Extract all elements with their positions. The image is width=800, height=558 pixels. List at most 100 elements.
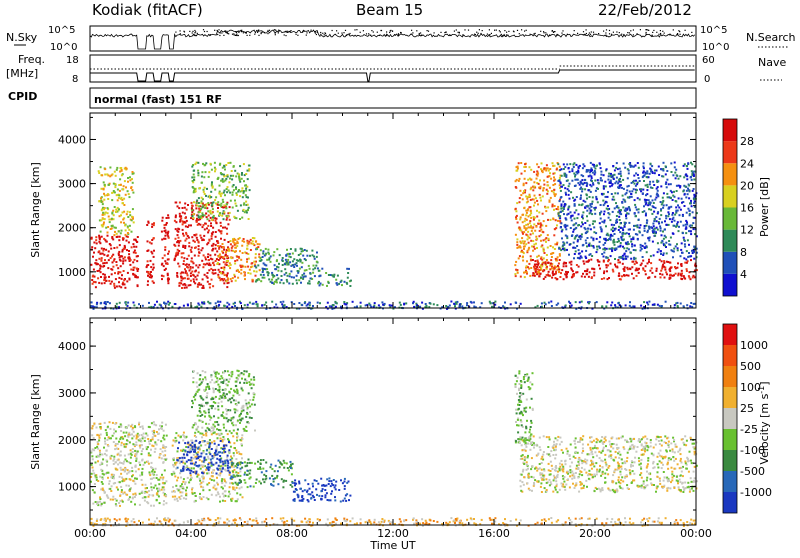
echo-cell bbox=[118, 285, 120, 287]
echo-cell bbox=[93, 269, 95, 271]
echo-cell bbox=[660, 230, 662, 232]
echo-cell bbox=[203, 263, 205, 265]
echo-cell bbox=[255, 267, 257, 269]
echo-cell bbox=[649, 168, 651, 170]
echo-cell bbox=[187, 274, 189, 276]
echo-cell bbox=[208, 269, 210, 271]
echo-cell bbox=[368, 303, 370, 305]
echo-cell bbox=[581, 190, 583, 192]
echo-cell bbox=[128, 241, 130, 243]
noise-search-dot bbox=[394, 34, 395, 35]
echo-cell bbox=[161, 422, 163, 424]
echo-cell bbox=[660, 227, 662, 229]
echo-cell bbox=[199, 187, 201, 189]
noise-search-dot bbox=[335, 34, 336, 35]
echo-cell bbox=[161, 220, 163, 222]
echo-cell bbox=[661, 260, 663, 262]
echo-cell bbox=[514, 264, 516, 266]
echo-cell bbox=[557, 163, 559, 165]
echo-cell bbox=[523, 243, 525, 245]
echo-cell bbox=[519, 178, 521, 180]
echo-cell bbox=[627, 196, 629, 198]
echo-cell bbox=[597, 261, 599, 263]
echo-cell bbox=[222, 167, 224, 169]
echo-cell bbox=[92, 256, 94, 258]
echo-cell bbox=[473, 301, 475, 303]
echo-cell bbox=[681, 242, 683, 244]
echo-cell bbox=[524, 271, 526, 273]
echo-cell bbox=[566, 235, 568, 237]
noise-search-dot bbox=[360, 32, 361, 33]
echo-cell bbox=[688, 252, 690, 254]
echo-cell bbox=[550, 219, 552, 221]
echo-cell bbox=[132, 182, 134, 184]
echo-cell bbox=[425, 303, 427, 305]
noise-search-dot bbox=[680, 34, 681, 35]
echo-cell bbox=[199, 224, 201, 226]
echo-cell bbox=[190, 280, 192, 282]
echo-cell bbox=[565, 271, 567, 273]
echo-cell bbox=[113, 183, 115, 185]
echo-cell bbox=[580, 195, 582, 197]
echo-cell bbox=[671, 221, 673, 223]
echo-cell bbox=[114, 498, 116, 500]
echo-cell bbox=[648, 176, 650, 178]
echo-cell bbox=[616, 177, 618, 179]
noise-search-dot bbox=[482, 30, 483, 31]
echo-cell bbox=[240, 269, 242, 271]
echo-cell bbox=[661, 234, 663, 236]
echo-cell bbox=[136, 260, 138, 262]
echo-cell bbox=[529, 237, 531, 239]
echo-cell bbox=[126, 240, 128, 242]
echo-cell bbox=[610, 175, 612, 177]
echo-cell bbox=[132, 480, 134, 482]
echo-cell bbox=[566, 237, 568, 239]
echo-cell bbox=[162, 462, 164, 464]
echo-cell bbox=[193, 201, 195, 203]
echo-cell bbox=[221, 215, 223, 217]
echo-cell bbox=[135, 252, 137, 254]
echo-cell bbox=[164, 249, 166, 251]
echo-cell bbox=[119, 476, 121, 478]
noise-search-dot bbox=[586, 33, 587, 34]
echo-cell bbox=[519, 218, 521, 220]
echo-cell bbox=[179, 202, 181, 204]
echo-cell bbox=[642, 211, 644, 213]
echo-cell bbox=[296, 279, 298, 281]
echo-cell bbox=[199, 264, 201, 266]
echo-cell bbox=[181, 287, 183, 289]
echo-cell bbox=[522, 221, 524, 223]
echo-cell bbox=[94, 281, 96, 283]
echo-cell bbox=[682, 232, 684, 234]
echo-cell bbox=[218, 259, 220, 261]
echo-cell bbox=[221, 478, 223, 480]
echo-cell bbox=[581, 182, 583, 184]
echo-cell bbox=[578, 204, 580, 206]
echo-cell bbox=[154, 471, 156, 473]
echo-cell bbox=[299, 259, 301, 261]
echo-cell bbox=[191, 477, 193, 479]
echo-cell bbox=[301, 262, 303, 264]
noise-search-dot bbox=[480, 33, 481, 34]
echo-cell bbox=[617, 246, 619, 248]
echo-cell bbox=[667, 196, 669, 198]
echo-cell bbox=[253, 261, 255, 263]
echo-cell bbox=[224, 485, 226, 487]
echo-cell bbox=[541, 162, 543, 164]
echo-cell bbox=[224, 500, 226, 502]
echo-cell bbox=[688, 185, 690, 187]
echo-cell bbox=[677, 305, 679, 307]
echo-cell bbox=[590, 245, 592, 247]
echo-cell bbox=[245, 266, 247, 268]
echo-cell bbox=[231, 280, 233, 282]
noise-search-dot bbox=[656, 32, 657, 33]
echo-cell bbox=[576, 179, 578, 181]
echo-cell bbox=[228, 181, 230, 183]
echo-cell bbox=[550, 245, 552, 247]
echo-cell bbox=[94, 475, 96, 477]
echo-cell bbox=[132, 218, 134, 220]
frequency-traces bbox=[90, 66, 696, 81]
echo-cell bbox=[117, 199, 119, 201]
echo-cell bbox=[547, 219, 549, 221]
noise-search-dot bbox=[238, 35, 239, 36]
